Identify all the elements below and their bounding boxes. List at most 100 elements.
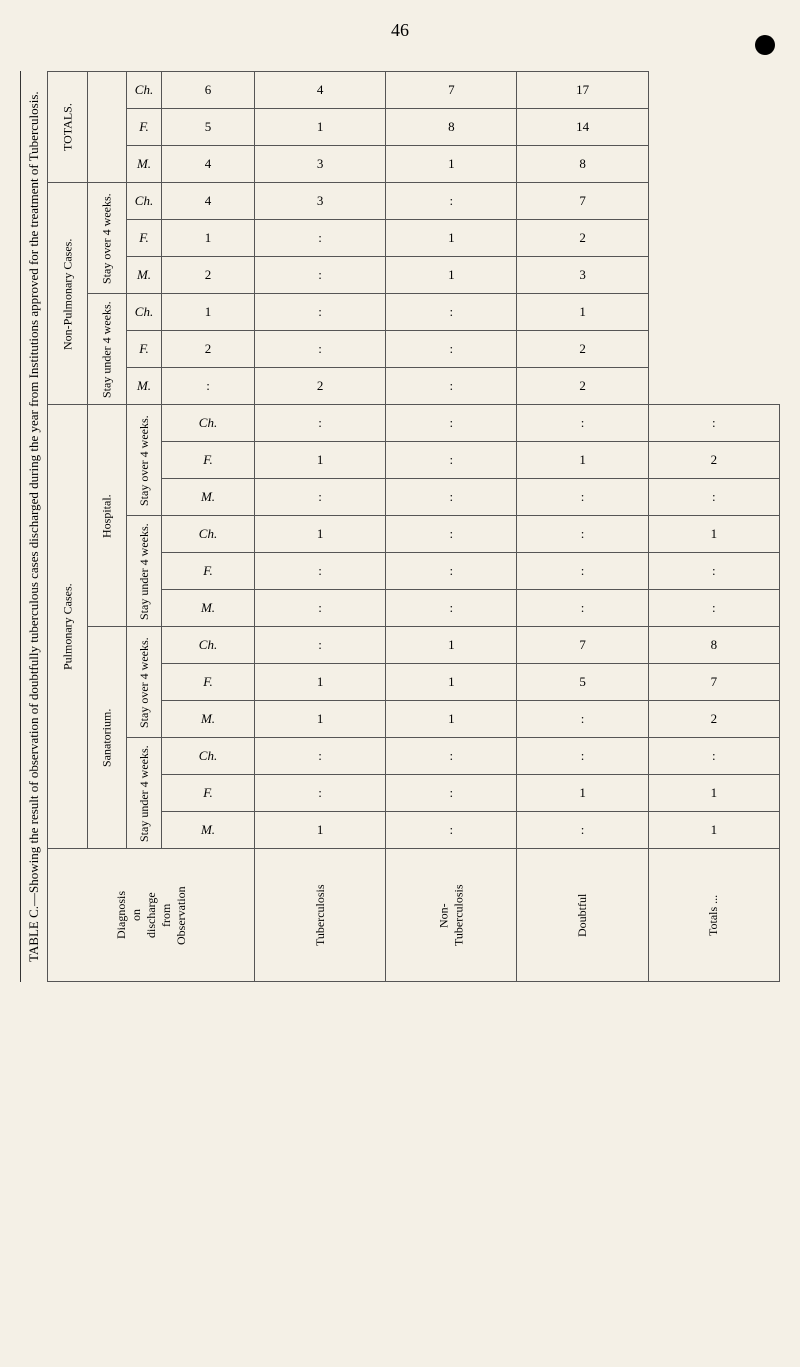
- data-cell: :: [517, 701, 648, 738]
- non-pulmonary-label: Non-Pulmonary Cases.: [48, 183, 88, 405]
- f-label: F.: [162, 442, 255, 479]
- totals-row-label: Totals ...: [648, 849, 779, 982]
- totals-ch-row: TOTALS. Ch. 6 4 7 17: [48, 72, 780, 109]
- data-cell: 8: [517, 146, 648, 183]
- stay-under-label: Stay under 4 weeks.: [127, 738, 162, 849]
- diag-line-3: discharge: [144, 892, 158, 938]
- data-cell: 1: [648, 516, 779, 553]
- data-cell: 1: [255, 109, 386, 146]
- data-cell: 8: [648, 627, 779, 664]
- data-cell: :: [386, 516, 517, 553]
- f-label: F.: [162, 553, 255, 590]
- stay-over-label: Stay over 4 weeks.: [127, 627, 162, 738]
- data-cell: :: [517, 405, 648, 442]
- data-cell: 1: [517, 442, 648, 479]
- data-cell: 1: [648, 775, 779, 812]
- data-cell: :: [255, 220, 386, 257]
- diag-line-1: Diagnosis: [114, 891, 128, 939]
- data-cell: 4: [162, 146, 255, 183]
- data-cell: :: [648, 738, 779, 775]
- data-cell: 1: [255, 442, 386, 479]
- data-cell: :: [255, 590, 386, 627]
- data-cell: 4: [255, 72, 386, 109]
- np-under-ch-row: Stay under 4 weeks. Ch. 1 : : 1: [48, 294, 780, 331]
- data-cell: 14: [517, 109, 648, 146]
- data-cell: :: [255, 627, 386, 664]
- data-cell: 1: [648, 812, 779, 849]
- data-cell: 1: [386, 701, 517, 738]
- pulmonary-label: Pulmonary Cases.: [48, 405, 88, 849]
- data-cell: 2: [648, 701, 779, 738]
- f-label: F.: [162, 775, 255, 812]
- diag-line-5: Observation: [174, 886, 188, 945]
- data-cell: :: [517, 738, 648, 775]
- ch-label: Ch.: [127, 294, 162, 331]
- m-label: M.: [162, 701, 255, 738]
- data-cell: :: [517, 479, 648, 516]
- data-cell: 17: [517, 72, 648, 109]
- data-cell: 1: [386, 146, 517, 183]
- data-cell: :: [386, 294, 517, 331]
- data-cell: 3: [255, 183, 386, 220]
- data-cell: 2: [517, 368, 648, 405]
- ch-label: Ch.: [127, 183, 162, 220]
- data-cell: :: [386, 368, 517, 405]
- f-label: F.: [162, 664, 255, 701]
- diagnosis-header-row: Diagnosis on discharge from Observation …: [48, 849, 780, 982]
- np-over-ch-row: Non-Pulmonary Cases. Stay over 4 weeks. …: [48, 183, 780, 220]
- page-number: 46: [20, 20, 780, 41]
- ch-label: Ch.: [162, 627, 255, 664]
- non-tb-line-1: Non-: [436, 903, 450, 928]
- data-cell: 5: [162, 109, 255, 146]
- stay-over-label: Stay over 4 weeks.: [127, 405, 162, 516]
- data-cell: 8: [386, 109, 517, 146]
- data-cell: :: [255, 775, 386, 812]
- data-cell: :: [517, 812, 648, 849]
- data-cell: 5: [517, 664, 648, 701]
- np-over-f-row: F. 1 : 1 2: [48, 220, 780, 257]
- m-label: M.: [127, 368, 162, 405]
- data-cell: :: [386, 183, 517, 220]
- san-under-ch-row: Stay under 4 weeks. Ch. : : : :: [48, 738, 780, 775]
- data-cell: :: [386, 442, 517, 479]
- diag-line-4: from: [159, 903, 173, 926]
- data-cell: 6: [162, 72, 255, 109]
- data-cell: 7: [517, 183, 648, 220]
- non-tuberculosis-label: Non- Tuberculosis: [386, 849, 517, 982]
- data-cell: :: [386, 590, 517, 627]
- data-cell: 1: [386, 627, 517, 664]
- data-cell: :: [386, 405, 517, 442]
- data-cell: :: [386, 775, 517, 812]
- data-cell: 1: [255, 812, 386, 849]
- data-cell: :: [255, 294, 386, 331]
- sanatorium-label: Sanatorium.: [87, 627, 127, 849]
- data-cell: 1: [386, 257, 517, 294]
- data-cell: 2: [517, 331, 648, 368]
- m-label: M.: [162, 479, 255, 516]
- data-cell: 2: [162, 331, 255, 368]
- data-cell: :: [386, 812, 517, 849]
- data-cell: :: [386, 331, 517, 368]
- data-cell: 1: [386, 220, 517, 257]
- diag-line-2: on: [129, 909, 143, 921]
- data-cell: :: [255, 553, 386, 590]
- data-cell: :: [255, 257, 386, 294]
- np-under-f-row: F. 2 : : 2: [48, 331, 780, 368]
- black-dot-decoration: [755, 35, 775, 55]
- data-cell: :: [386, 738, 517, 775]
- m-label: M.: [127, 257, 162, 294]
- data-cell: 1: [517, 775, 648, 812]
- f-label: F.: [127, 109, 162, 146]
- data-cell: :: [255, 405, 386, 442]
- data-cell: 1: [255, 516, 386, 553]
- data-cell: :: [255, 479, 386, 516]
- m-label: M.: [162, 812, 255, 849]
- data-cell: 7: [386, 72, 517, 109]
- doubtful-label: Doubtful: [517, 849, 648, 982]
- m-label: M.: [127, 146, 162, 183]
- main-table: TOTALS. Ch. 6 4 7 17 F. 5 1 8 14 M. 4 3 …: [47, 71, 780, 982]
- data-cell: 1: [162, 294, 255, 331]
- data-cell: :: [517, 516, 648, 553]
- data-cell: 1: [255, 701, 386, 738]
- np-over-m-row: M. 2 : 1 3: [48, 257, 780, 294]
